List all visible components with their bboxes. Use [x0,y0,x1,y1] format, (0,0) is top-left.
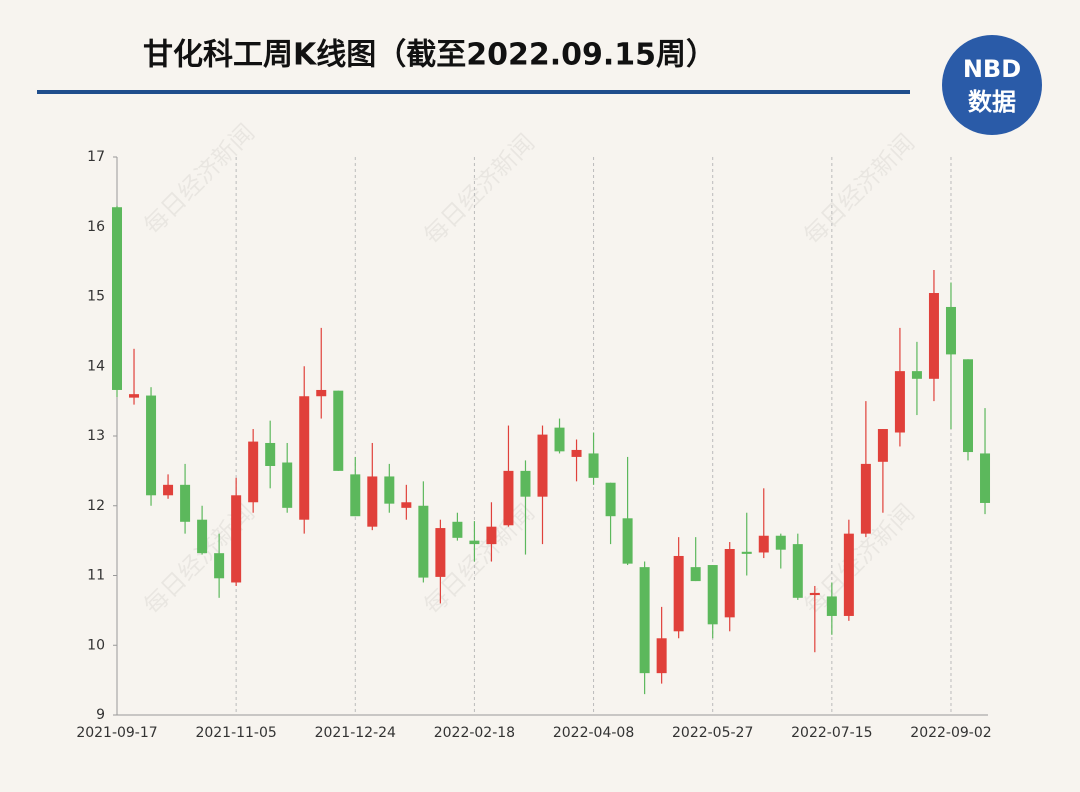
candle-body [639,567,650,674]
candle-body [418,505,429,578]
candle-body [469,540,480,545]
x-tick-label: 2022-07-15 [791,725,872,741]
candle-body [809,592,820,596]
candle-body [758,535,769,553]
candle-body [231,495,242,583]
y-tick-label: 10 [87,637,105,653]
candle-body [486,526,497,545]
candle-body [163,484,174,496]
candle-body [707,565,718,625]
x-tick-label: 2022-09-02 [910,725,991,741]
candle-body [980,453,991,503]
candle-body [826,596,837,616]
candle-body [724,548,735,618]
logo-text: 数据 [968,88,1016,116]
candle-body [265,442,276,466]
y-tick-label: 12 [87,498,105,514]
candle-body [877,429,888,462]
candle-body [673,555,684,632]
candle-body [214,553,225,579]
candle-body [367,476,378,527]
y-tick-label: 11 [87,568,105,584]
candle-body [741,551,752,554]
candle-body [945,306,956,355]
candle-body [554,427,565,452]
y-tick-label: 17 [87,149,105,165]
y-tick-label: 15 [87,289,105,305]
candle-body [520,470,531,497]
logo [942,35,1042,135]
candle-body [911,371,922,379]
candle-body [197,519,208,554]
candle-body [384,476,395,504]
candle-body [316,389,327,397]
candle-body [401,502,412,508]
x-tick-label: 2022-02-18 [434,725,515,741]
candle-body [843,533,854,616]
candle-body [656,638,667,674]
candle-body [248,441,259,503]
x-tick-label: 2022-04-08 [553,725,634,741]
candle-body [180,484,191,522]
title-rule [37,90,910,94]
x-tick-label: 2021-11-05 [195,725,276,741]
candle-body [112,207,122,390]
candle-body [333,390,344,471]
candle-body [860,463,871,534]
candle-body [299,396,310,520]
candle-body [146,395,157,496]
candle-body [928,293,939,379]
y-tick-label: 13 [87,428,105,444]
candle-body [894,371,905,433]
candle-body [350,474,361,517]
y-tick-label: 9 [96,707,105,723]
candle-body [435,528,446,577]
logo-text: NBD [963,55,1021,83]
candle-body [605,482,616,517]
candle-body [588,453,599,478]
candle-body [282,462,293,508]
candle-body [129,394,140,398]
candle-body [963,359,973,453]
x-tick-label: 2021-12-24 [315,725,396,741]
candle-body [537,434,548,497]
candle-body [452,521,463,538]
candle-body [571,449,582,457]
candle-body [690,567,701,582]
candle-body [792,544,803,598]
y-tick-label: 14 [87,358,105,374]
x-tick-label: 2022-05-27 [672,725,753,741]
candle-body [775,535,786,550]
x-tick-label: 2021-09-17 [76,725,157,741]
candle-body [622,518,633,564]
candle-body [503,470,514,526]
chart-title: 甘化科工周K线图（截至2022.09.15周） [143,38,716,73]
y-tick-label: 16 [87,219,105,235]
